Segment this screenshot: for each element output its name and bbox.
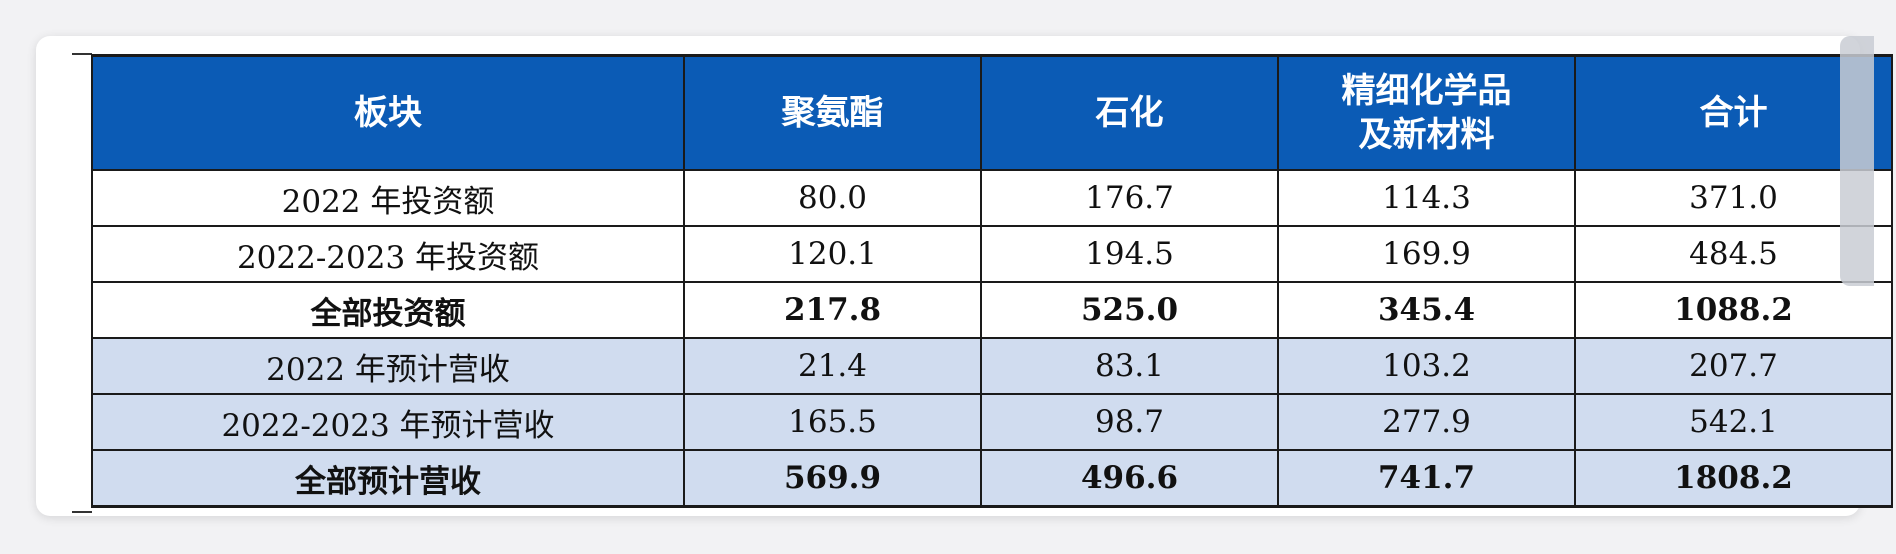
cell-value: 207.7	[1574, 337, 1893, 395]
investment-revenue-table: 板块 聚氨酯 石化 精细化学品 及新材料 合计 2022 年投资额 80.0 1…	[91, 54, 1893, 508]
cell-value: 496.6	[980, 449, 1279, 508]
cell-value: 1088.2	[1574, 281, 1893, 339]
header-petrochemical: 石化	[980, 54, 1279, 171]
cell-value: 194.5	[980, 225, 1279, 283]
cell-value: 165.5	[683, 393, 982, 451]
cell-value: 120.1	[683, 225, 982, 283]
cell-value: 83.1	[980, 337, 1279, 395]
row-label: 全部投资额	[91, 281, 685, 339]
row-label: 全部预计营收	[91, 449, 685, 508]
table-row: 2022-2023 年投资额 120.1 194.5 169.9 484.5	[91, 225, 1893, 283]
table-row-total: 全部预计营收 569.9 496.6 741.7 1808.2	[91, 449, 1893, 508]
cell-value: 345.4	[1277, 281, 1576, 339]
row-label: 2022 年预计营收	[91, 337, 685, 395]
table-row: 2022 年预计营收 21.4 83.1 103.2 207.7	[91, 337, 1893, 395]
cell-value: 484.5	[1574, 225, 1893, 283]
row-label: 2022-2023 年预计营收	[91, 393, 685, 451]
cell-value: 21.4	[683, 337, 982, 395]
header-polyurethane: 聚氨酯	[683, 54, 982, 171]
table-row: 2022 年投资额 80.0 176.7 114.3 371.0	[91, 169, 1893, 227]
cell-value: 741.7	[1277, 449, 1576, 508]
cell-value: 176.7	[980, 169, 1279, 227]
cell-value: 542.1	[1574, 393, 1893, 451]
table-bottom-rule	[72, 511, 92, 513]
cell-value: 98.7	[980, 393, 1279, 451]
cell-value: 80.0	[683, 169, 982, 227]
header-sector: 板块	[91, 54, 685, 171]
table-row-total: 全部投资额 217.8 525.0 345.4 1088.2	[91, 281, 1893, 339]
table-top-rule	[72, 53, 92, 55]
scrollbar[interactable]	[1840, 36, 1874, 286]
table-header-row: 板块 聚氨酯 石化 精细化学品 及新材料 合计	[91, 54, 1893, 171]
cell-value: 169.9	[1277, 225, 1576, 283]
cell-value: 277.9	[1277, 393, 1576, 451]
row-label: 2022 年投资额	[91, 169, 685, 227]
cell-value: 114.3	[1277, 169, 1576, 227]
cell-value: 525.0	[980, 281, 1279, 339]
cell-value: 217.8	[683, 281, 982, 339]
row-label: 2022-2023 年投资额	[91, 225, 685, 283]
table-row: 2022-2023 年预计营收 165.5 98.7 277.9 542.1	[91, 393, 1893, 451]
header-total: 合计	[1574, 54, 1893, 171]
cell-value: 569.9	[683, 449, 982, 508]
header-fine-chemicals: 精细化学品 及新材料	[1277, 54, 1576, 171]
cell-value: 103.2	[1277, 337, 1576, 395]
cell-value: 371.0	[1574, 169, 1893, 227]
cell-value: 1808.2	[1574, 449, 1893, 508]
